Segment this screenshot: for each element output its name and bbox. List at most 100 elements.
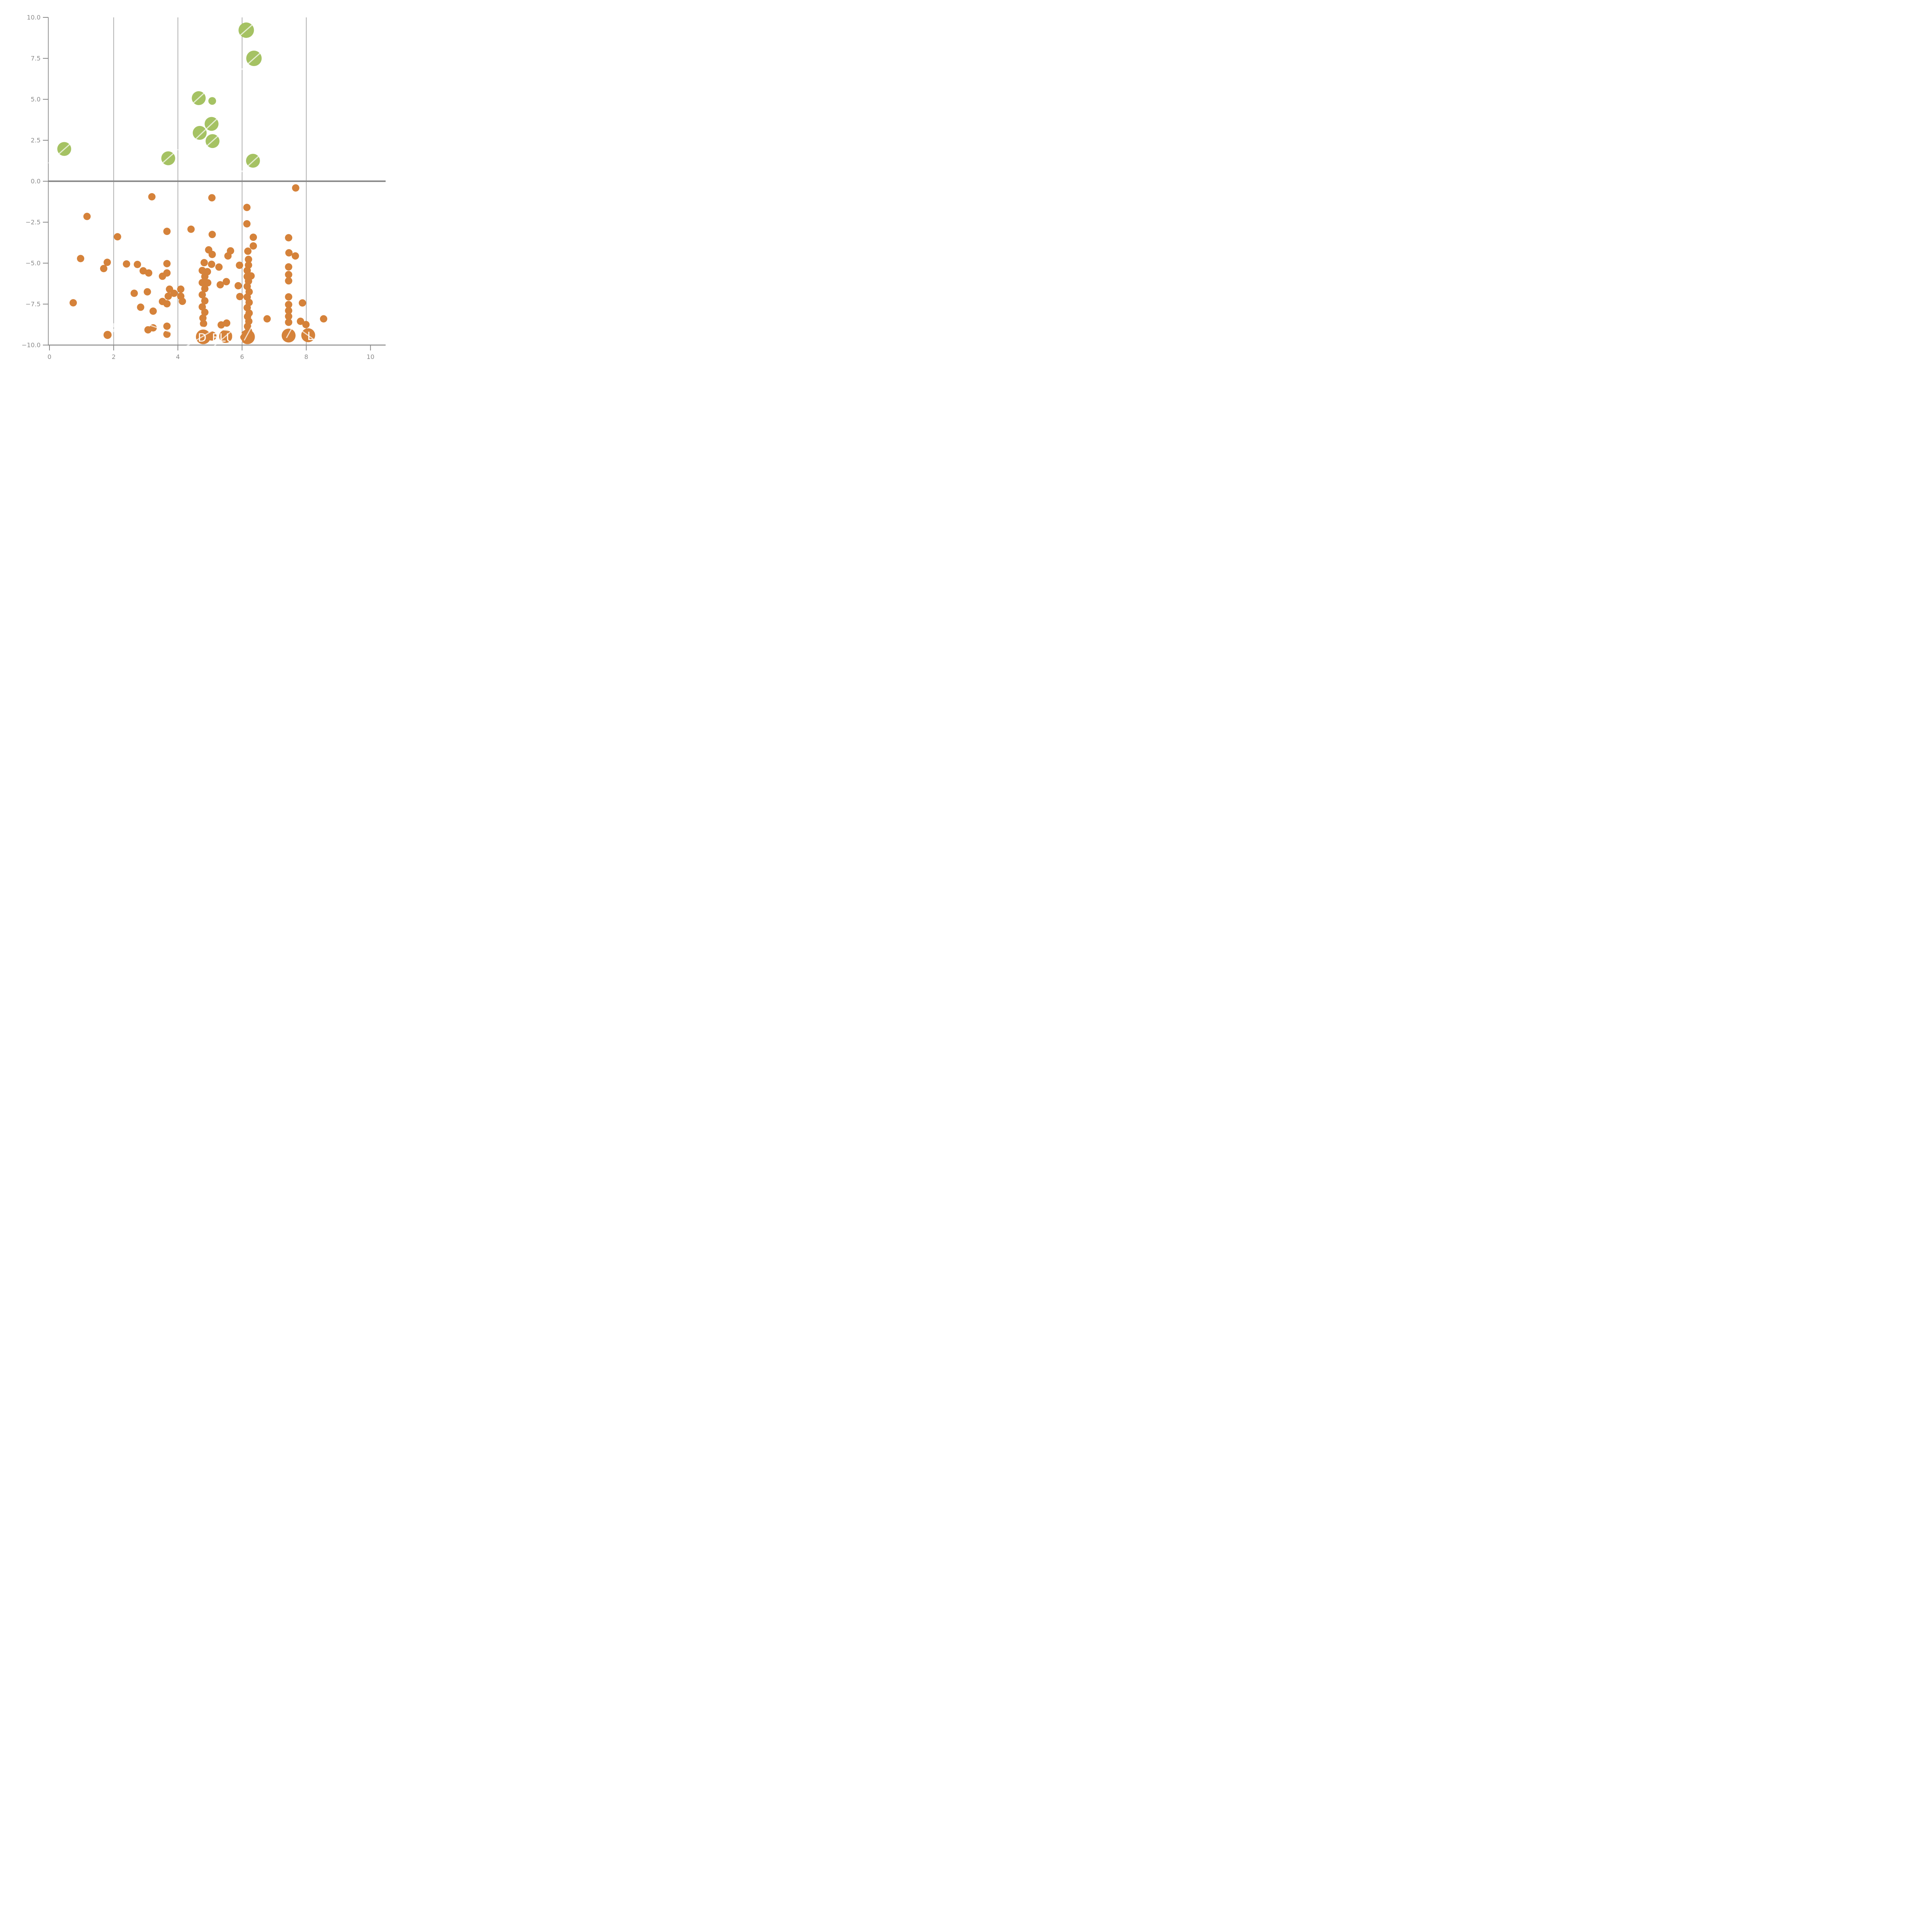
leader-line (150, 149, 178, 175)
data-point-negative (240, 329, 255, 344)
y-tick-label: −5.0 (26, 260, 41, 267)
data-point-negative (158, 272, 166, 280)
data-point-negative (243, 220, 251, 228)
data-point-negative (250, 242, 257, 250)
data-point-negative (243, 204, 251, 211)
y-tick-label: 5.0 (31, 96, 41, 103)
data-point-negative (302, 321, 310, 328)
leader-line (185, 328, 216, 347)
data-point-negative (285, 293, 293, 301)
x-tick-label: 10 (367, 353, 374, 361)
data-point-negative (200, 320, 207, 327)
data-point-negative (285, 263, 293, 271)
data-point-negative (281, 328, 296, 343)
data-point-negative (291, 252, 299, 260)
data-point-negative (236, 262, 243, 269)
leader-line (48, 138, 77, 163)
data-point-negative (208, 251, 216, 259)
data-point-negative (198, 267, 206, 274)
data-point-negative (224, 252, 232, 260)
point-label-fragment: 9 (262, 38, 268, 49)
data-point-negative (137, 303, 145, 311)
data-point-negative (245, 255, 252, 263)
data-point-negative (201, 285, 209, 293)
data-point-negative (77, 255, 85, 262)
data-point-negative (179, 298, 186, 305)
data-point-negative (187, 225, 195, 233)
y-tick-label: 2.5 (31, 137, 41, 144)
data-point-negative (201, 273, 209, 281)
data-point-negative (104, 259, 111, 266)
data-point-negative (201, 308, 209, 316)
data-point-negative (285, 301, 293, 308)
data-point-negative (163, 228, 171, 235)
annotation-d-flux: D FLUX (198, 331, 244, 344)
data-point-negative (199, 314, 207, 322)
data-point-negative (208, 260, 216, 268)
data-point-negative (263, 315, 271, 323)
y-tick-label: −7.5 (26, 301, 41, 308)
x-tick-label: 2 (112, 353, 116, 361)
data-point-negative (285, 249, 293, 257)
x-tick-label: 8 (304, 353, 308, 361)
data-point-negative (216, 281, 224, 289)
data-point-negative (170, 289, 178, 297)
data-point-negative (83, 213, 91, 220)
point-label-fragment: L (202, 69, 207, 81)
data-point-negative (201, 297, 209, 305)
leader-line (286, 313, 300, 338)
data-point-negative (148, 193, 156, 201)
data-point-negative (285, 307, 293, 315)
leader-line (227, 17, 261, 47)
leader-line (238, 48, 266, 73)
data-point-negative (285, 277, 293, 285)
data-point-negative (250, 233, 257, 241)
data-point-negative (69, 299, 77, 307)
y-tick-label: 10.0 (27, 14, 41, 21)
data-point-negative (198, 279, 206, 286)
data-point-negative (198, 291, 206, 299)
data-point-negative (196, 329, 211, 344)
data-point-negative (285, 234, 293, 242)
data-point-negative (163, 322, 171, 330)
point-label-fragment: IV (71, 122, 81, 134)
data-point-negative (103, 331, 112, 339)
data-point-negative (177, 285, 185, 293)
data-point-negative (143, 288, 151, 296)
data-point-negative (285, 318, 293, 326)
data-point-negative (163, 260, 171, 267)
data-point-negative (207, 331, 217, 341)
data-point-negative (244, 247, 252, 255)
point-label-fragment: T (220, 126, 226, 138)
point-label-fragment: o (262, 136, 269, 147)
data-point-negative (297, 318, 304, 325)
y-tick-label: 7.5 (31, 55, 41, 62)
leader-line (292, 324, 321, 345)
data-point-negative (243, 267, 251, 274)
data-point-negative (236, 293, 244, 300)
data-point-negative (215, 263, 223, 271)
data-point-negative (285, 271, 293, 279)
point-label-fragment: o (149, 166, 155, 177)
data-point-positive (192, 126, 207, 140)
data-point-negative (223, 319, 231, 327)
data-point-negative (145, 269, 153, 277)
annotation-lf: LF (307, 330, 322, 343)
data-point-negative (223, 278, 230, 286)
leader-line (213, 329, 234, 347)
scatter-chart: 10.0 7.5 5.0 2.5 0.0 −2.5 −5.0 −7.5 −10.0 0 2 4 6 8 10… (0, 0, 386, 386)
point-label-fragment: D (231, 33, 239, 44)
data-point-positive (208, 97, 216, 105)
x-tick-label: 4 (176, 353, 180, 361)
data-point-negative (200, 259, 208, 267)
data-point-negative (122, 260, 130, 268)
x-tick-label: 0 (48, 353, 51, 361)
data-point-negative (204, 279, 212, 287)
x-tick-label: 6 (240, 353, 244, 361)
leader-line (196, 326, 237, 332)
leader-line (196, 112, 224, 139)
data-point-negative (292, 184, 299, 192)
data-point-negative (163, 300, 171, 308)
data-point-negative (130, 289, 138, 297)
point-label-fragment: V (218, 148, 225, 159)
